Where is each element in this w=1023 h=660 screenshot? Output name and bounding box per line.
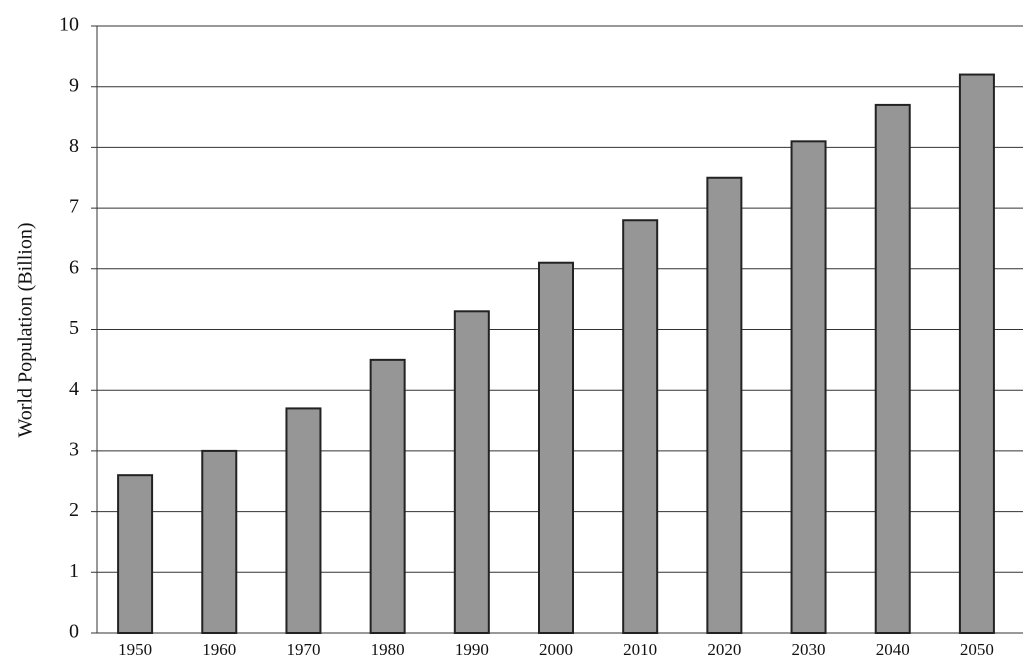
bar: [453, 310, 490, 634]
x-tick-label: 2000: [539, 640, 573, 659]
y-tick-label: 2: [69, 499, 79, 521]
bar: [874, 103, 911, 635]
y-tick-label: 10: [59, 14, 79, 36]
x-tick-label: 1980: [371, 640, 405, 659]
y-tick-label: 4: [69, 378, 79, 400]
y-tick-label: 3: [69, 438, 79, 460]
y-tick-label: 9: [69, 74, 79, 96]
y-tick-label: 8: [69, 135, 79, 157]
x-tick-label: 2050: [960, 640, 994, 659]
y-tick-label: 5: [69, 317, 79, 339]
y-axis-label: World Population (Billion): [15, 222, 37, 437]
bar: [117, 474, 154, 634]
bar: [369, 358, 406, 634]
x-tick-label: 1990: [455, 640, 489, 659]
x-tick-label: 2010: [623, 640, 657, 659]
bar: [958, 73, 995, 634]
bar: [538, 261, 574, 634]
bar: [706, 176, 743, 634]
x-tick-label: 2040: [876, 640, 910, 659]
bar: [790, 140, 827, 635]
y-tick-label: 7: [69, 196, 79, 218]
y-tick-label: 1: [69, 560, 79, 582]
bar: [285, 407, 322, 634]
x-tick-label: 2020: [707, 640, 741, 659]
x-tick-label: 1960: [202, 640, 236, 659]
x-tick-label: 2030: [792, 640, 826, 659]
bar: [201, 449, 238, 634]
x-tick-label: 1970: [286, 640, 320, 659]
y-tick-label: 0: [69, 621, 79, 643]
bar: [622, 219, 659, 635]
x-tick-label: 1950: [118, 640, 152, 659]
y-tick-label: 6: [69, 256, 79, 278]
